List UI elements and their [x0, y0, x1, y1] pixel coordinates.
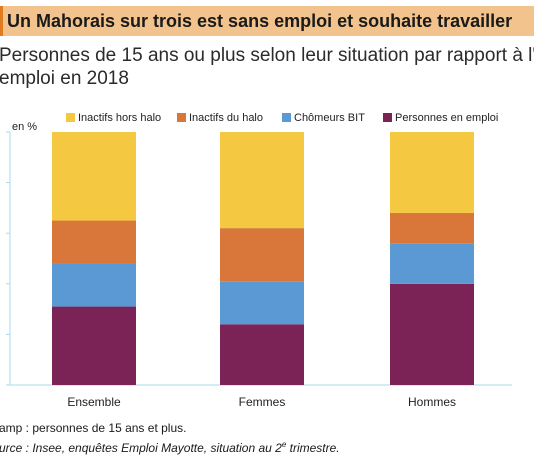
x-tick-label-hommes: Hommes — [408, 395, 456, 409]
bar-femmes-personnes-en-emploi — [220, 324, 304, 385]
bar-ensemble-chomeurs-bit — [52, 263, 136, 307]
legend-swatch-chomeurs-bit — [282, 113, 291, 122]
legend-swatch-personnes-en-emploi — [383, 113, 392, 122]
bar-hommes-inactifs-hors-halo — [390, 132, 474, 213]
scope-note: amp : personnes de 15 ans et plus. — [0, 421, 187, 435]
legend-label-inactifs-du-halo: Inactifs du halo — [189, 112, 263, 124]
source-note-superscript: e — [281, 440, 287, 449]
subtitle-line-1: Personnes de 15 ans ou plus selon leur s… — [0, 45, 534, 66]
bar-hommes-chomeurs-bit — [390, 243, 474, 284]
source-note: urce : Insee, enquêtes Emploi Mayotte, s… — [0, 440, 340, 455]
chart-subtitle: Personnes de 15 ans ou plus selon leur s… — [0, 44, 534, 90]
bar-femmes-inactifs-hors-halo — [220, 132, 304, 229]
bar-femmes-chomeurs-bit — [220, 281, 304, 325]
subtitle-line-2: emploi en 2018 — [0, 68, 129, 89]
legend-label-chomeurs-bit: Chômeurs BIT — [294, 112, 365, 124]
bar-ensemble-personnes-en-emploi — [52, 306, 136, 385]
source-note-suffix: trimestre. — [286, 441, 340, 455]
source-note-text: urce : Insee, enquêtes Emploi Mayotte, s… — [0, 441, 282, 455]
title-banner: Un Mahorais sur trois est sans emploi et… — [0, 6, 534, 36]
x-tick-label-femmes: Femmes — [239, 395, 286, 409]
legend-label-inactifs-hors-halo: Inactifs hors halo — [78, 112, 161, 124]
bar-ensemble-inactifs-hors-halo — [52, 132, 136, 221]
bar-femmes-inactifs-du-halo — [220, 228, 304, 282]
bar-hommes-inactifs-du-halo — [390, 212, 474, 244]
bar-hommes-personnes-en-emploi — [390, 283, 474, 385]
x-tick-label-ensemble: Ensemble — [67, 395, 121, 409]
y-axis-label: en % — [12, 121, 37, 133]
bar-ensemble-inactifs-du-halo — [52, 220, 136, 264]
legend-swatch-inactifs-hors-halo — [66, 113, 75, 122]
legend-swatch-inactifs-du-halo — [177, 113, 186, 122]
legend-label-personnes-en-emploi: Personnes en emploi — [395, 112, 498, 124]
stacked-bar-chart: Inactifs hors halo Inactifs du halo Chômeu… — [6, 112, 512, 409]
chart-title: Un Mahorais sur trois est sans emploi et… — [7, 11, 513, 31]
